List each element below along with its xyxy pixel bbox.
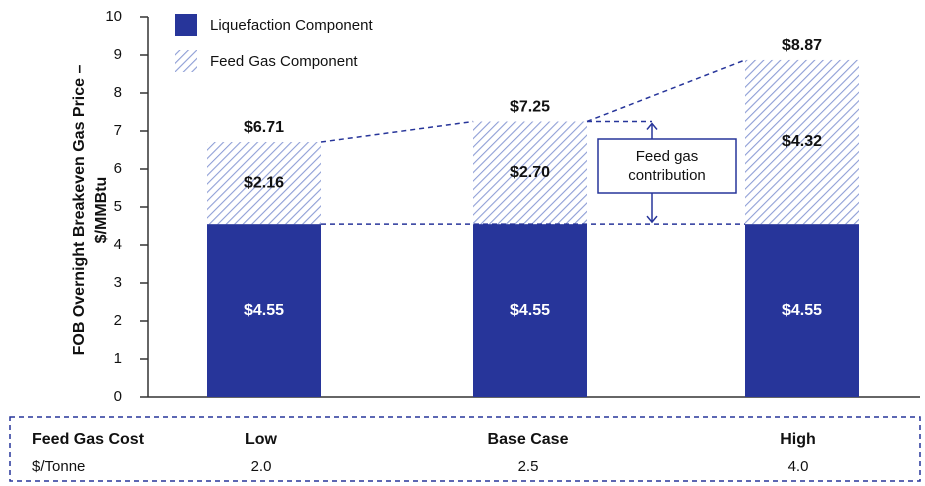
y-tick-label: 5 [114, 198, 122, 215]
y-tick-label: 2 [114, 312, 122, 329]
y-axis-label: FOB Overnight Breakeven Gas Price – [71, 65, 88, 356]
trend-line [320, 120, 474, 143]
total-label: $7.25 [510, 99, 550, 116]
value-label: $4.55 [244, 302, 284, 319]
y-tick-label: 8 [114, 84, 122, 101]
annotation: Feed gas [636, 148, 699, 165]
bar-segment [207, 224, 321, 397]
trend-line [586, 59, 746, 123]
arrow-head [646, 215, 658, 224]
legend-label: Liquefaction Component [210, 17, 373, 34]
y-axis-label: $/MMBtu [93, 177, 110, 244]
category-label: High [780, 431, 816, 448]
total-label: $8.87 [782, 37, 822, 54]
table-row-label: $/Tonne [32, 458, 85, 475]
legend-label: Feed Gas Component [210, 53, 358, 70]
y-tick-label: 10 [105, 8, 122, 25]
value-label: $2.70 [510, 164, 550, 181]
cost-label: 4.0 [788, 458, 809, 475]
category-label: Base Case [488, 431, 569, 448]
value-label: $4.55 [510, 302, 550, 319]
bar-segment [745, 59, 859, 225]
cost-label: 2.5 [518, 458, 539, 475]
y-tick-label: 0 [114, 388, 122, 405]
legend-swatch [175, 50, 197, 72]
y-tick-label: 1 [114, 350, 122, 367]
annotation: contribution [628, 167, 706, 184]
arrow-head [646, 122, 658, 130]
y-tick-label: 9 [114, 46, 122, 63]
y-tick-label: 4 [114, 236, 122, 253]
legend-swatch [175, 14, 197, 36]
bar-segment [207, 142, 321, 225]
total-label: $6.71 [244, 119, 284, 136]
table-box [9, 416, 921, 482]
bar-segment [473, 121, 587, 225]
cost-label: 2.0 [251, 458, 272, 475]
bar-segment [473, 224, 587, 397]
y-tick-label: 7 [114, 122, 122, 139]
value-label: $2.16 [244, 174, 284, 191]
value-label: $4.32 [782, 133, 822, 150]
y-tick-label: 3 [114, 274, 122, 291]
annotation-box [597, 138, 737, 194]
table-row-label: Feed Gas Cost [32, 431, 145, 448]
category-label: Low [245, 431, 278, 448]
y-tick-label: 6 [114, 160, 122, 177]
value-label: $4.55 [782, 302, 822, 319]
bar-segment [745, 224, 859, 397]
